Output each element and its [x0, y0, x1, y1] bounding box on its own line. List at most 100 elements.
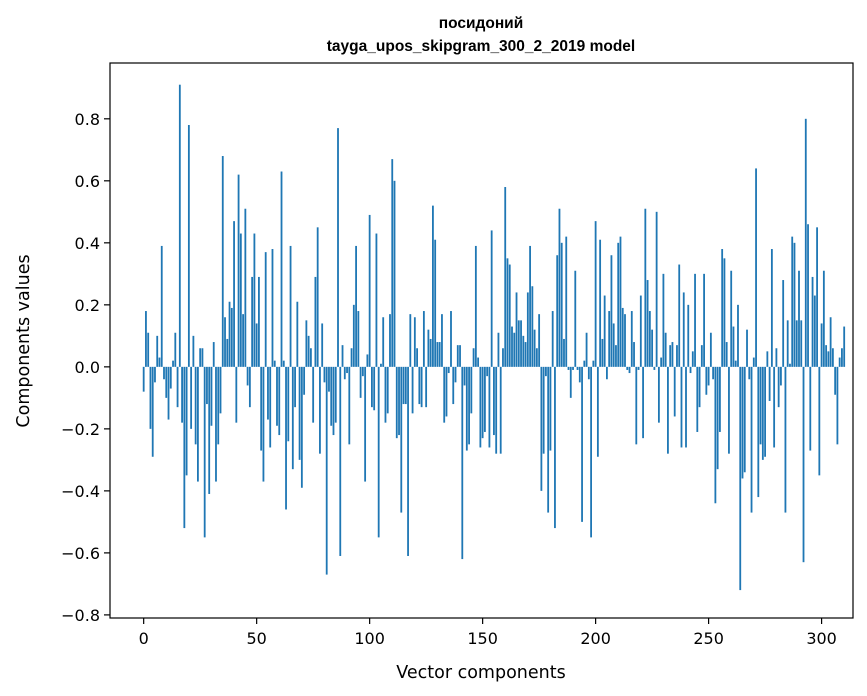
bar-component-279 [773, 366, 776, 448]
bar-component-43 [239, 233, 242, 367]
bar-component-44 [242, 314, 244, 367]
bar-component-276 [766, 351, 769, 367]
bar-component-80 [323, 366, 326, 383]
bar-component-273 [759, 366, 762, 445]
bar-component-153 [488, 366, 491, 448]
bar-component-215 [628, 366, 631, 374]
bar-component-147 [474, 245, 477, 367]
bars-group [142, 84, 846, 591]
bar-component-294 [807, 224, 809, 367]
bar-component-197 [587, 366, 590, 380]
bar-component-171 [529, 245, 531, 367]
bar-component-5 [154, 366, 156, 383]
bar-component-128 [432, 205, 434, 367]
x-tick-label: 0 [139, 629, 149, 648]
bar-component-283 [782, 280, 785, 367]
bar-component-41 [235, 366, 238, 423]
bar-component-138 [454, 366, 457, 383]
bar-component-126 [427, 329, 430, 367]
bar-component-85 [334, 366, 337, 423]
bar-component-1 [145, 311, 147, 367]
bar-component-293 [804, 118, 807, 367]
bar-component-242 [689, 366, 692, 374]
bar-component-143 [465, 366, 468, 451]
bar-component-91 [348, 366, 351, 445]
bar-component-77 [316, 227, 319, 367]
bar-component-30 [210, 366, 213, 426]
bar-component-42 [237, 174, 240, 367]
bar-component-288 [793, 242, 796, 367]
bar-component-2 [147, 332, 150, 367]
bar-component-230 [662, 273, 665, 367]
bar-component-150 [481, 366, 484, 439]
y-tick-label: 0.6 [75, 172, 100, 191]
bar-component-31 [212, 342, 215, 367]
bar-component-262 [734, 360, 737, 367]
bar-component-188 [567, 366, 570, 370]
bar-component-76 [314, 276, 317, 367]
bar-component-300 [820, 323, 823, 367]
bar-component-238 [680, 366, 683, 448]
bar-component-101 [371, 366, 373, 408]
bar-component-46 [246, 366, 249, 386]
bar-component-123 [420, 366, 423, 408]
bar-component-284 [784, 366, 787, 513]
bar-component-69 [298, 366, 301, 460]
bar-component-37 [226, 338, 229, 367]
bar-component-282 [780, 366, 782, 386]
bar-component-106 [382, 317, 385, 367]
bar-component-214 [626, 366, 629, 370]
bar-component-244 [694, 273, 696, 367]
bar-component-125 [425, 366, 428, 408]
bar-component-182 [554, 366, 556, 529]
bar-component-45 [244, 208, 247, 367]
bar-component-4 [151, 366, 154, 457]
bar-component-195 [583, 360, 586, 367]
bar-component-190 [572, 366, 574, 370]
bar-component-18 [183, 366, 186, 529]
bar-component-7 [158, 357, 161, 367]
x-axis-ticks: 0 50 100 150 200 250 300 [139, 618, 837, 648]
bar-component-6 [156, 335, 159, 367]
bar-component-189 [569, 366, 572, 398]
bar-component-179 [547, 366, 550, 513]
bar-component-267 [746, 329, 748, 367]
bar-component-289 [795, 320, 798, 367]
chart-subtitle: tayga_upos_skipgram_300_2_2019 model [327, 38, 635, 55]
bar-component-107 [384, 366, 387, 423]
bar-component-92 [350, 348, 353, 367]
bar-component-201 [596, 366, 599, 457]
bar-component-113 [398, 366, 400, 436]
bar-component-298 [816, 227, 818, 367]
bar-component-203 [601, 338, 604, 367]
bar-component-202 [599, 239, 602, 367]
bar-component-10 [165, 366, 168, 398]
bar-component-93 [352, 304, 355, 367]
bar-component-272 [757, 366, 760, 498]
bar-component-306 [834, 366, 837, 395]
bar-component-161 [506, 258, 509, 367]
bar-component-21 [190, 366, 193, 429]
bar-component-205 [606, 366, 608, 380]
bar-component-265 [741, 366, 744, 479]
bar-component-122 [418, 366, 421, 405]
bar-component-24 [197, 366, 199, 482]
plot-frame [109, 62, 854, 619]
bar-component-173 [533, 329, 536, 367]
bar-component-158 [499, 366, 502, 454]
bar-component-151 [483, 366, 486, 432]
y-tick-label: 0.8 [75, 110, 100, 129]
bar-component-212 [621, 307, 624, 367]
bar-component-269 [750, 366, 753, 513]
bar-component-260 [730, 270, 733, 367]
bar-component-251 [709, 332, 712, 367]
bar-component-223 [646, 280, 649, 367]
bar-component-169 [524, 342, 527, 367]
bar-component-221 [642, 366, 644, 439]
bar-component-160 [504, 187, 507, 367]
bar-component-183 [556, 255, 559, 367]
bar-component-241 [687, 304, 690, 367]
bar-component-3 [149, 366, 152, 429]
bar-component-100 [368, 214, 371, 367]
bar-component-166 [517, 320, 520, 367]
